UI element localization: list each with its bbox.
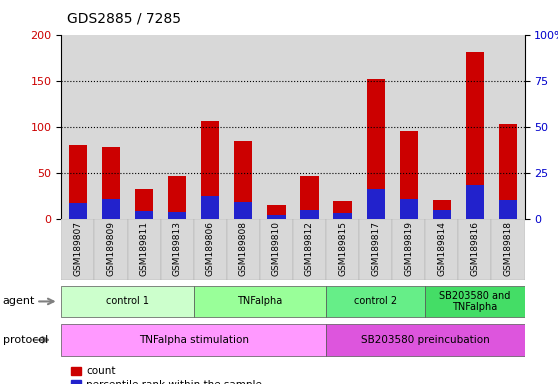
Bar xyxy=(466,185,484,219)
Bar xyxy=(300,175,319,219)
FancyBboxPatch shape xyxy=(227,219,260,280)
Text: agent: agent xyxy=(3,296,35,306)
Bar xyxy=(201,121,219,219)
FancyBboxPatch shape xyxy=(61,219,94,280)
Bar xyxy=(69,145,87,219)
Bar xyxy=(300,210,319,219)
Text: GSM189808: GSM189808 xyxy=(239,221,248,276)
FancyBboxPatch shape xyxy=(194,219,227,280)
Bar xyxy=(432,210,451,219)
Bar xyxy=(432,200,451,219)
Text: GSM189810: GSM189810 xyxy=(272,221,281,276)
Bar xyxy=(326,35,359,219)
Bar xyxy=(458,35,492,219)
FancyBboxPatch shape xyxy=(392,219,425,280)
Bar xyxy=(135,189,153,219)
Bar xyxy=(102,147,120,219)
Bar xyxy=(69,203,87,219)
Text: GSM189814: GSM189814 xyxy=(437,221,446,276)
Bar xyxy=(61,35,94,219)
Bar xyxy=(201,196,219,219)
Bar xyxy=(194,35,227,219)
Bar xyxy=(400,131,418,219)
Bar xyxy=(334,214,352,219)
FancyBboxPatch shape xyxy=(260,219,293,280)
Text: GSM189811: GSM189811 xyxy=(140,221,148,276)
Bar xyxy=(267,215,286,219)
Bar xyxy=(234,202,252,219)
Text: SB203580 and
TNFalpha: SB203580 and TNFalpha xyxy=(439,291,511,312)
Bar xyxy=(168,177,186,219)
FancyBboxPatch shape xyxy=(458,219,492,280)
Bar xyxy=(234,141,252,219)
Bar xyxy=(466,52,484,219)
Text: GSM189807: GSM189807 xyxy=(74,221,83,276)
Text: GSM189813: GSM189813 xyxy=(172,221,182,276)
Text: TNFalpha stimulation: TNFalpha stimulation xyxy=(139,335,249,345)
Bar xyxy=(161,35,194,219)
FancyBboxPatch shape xyxy=(61,324,326,356)
FancyBboxPatch shape xyxy=(94,219,128,280)
FancyBboxPatch shape xyxy=(425,286,525,317)
Bar xyxy=(135,210,153,219)
Text: GSM189818: GSM189818 xyxy=(503,221,512,276)
Legend: count, percentile rank within the sample: count, percentile rank within the sample xyxy=(66,362,266,384)
Text: TNFalpha: TNFalpha xyxy=(237,296,282,306)
FancyBboxPatch shape xyxy=(326,324,525,356)
Text: GSM189817: GSM189817 xyxy=(371,221,380,276)
Bar xyxy=(293,35,326,219)
FancyBboxPatch shape xyxy=(492,219,525,280)
Text: GSM189812: GSM189812 xyxy=(305,221,314,276)
Bar xyxy=(260,35,293,219)
Bar xyxy=(392,35,425,219)
Text: GSM189819: GSM189819 xyxy=(404,221,413,276)
Text: GSM189809: GSM189809 xyxy=(107,221,116,276)
Bar xyxy=(367,189,385,219)
Bar xyxy=(499,200,517,219)
Bar xyxy=(367,79,385,219)
Text: GSM189816: GSM189816 xyxy=(470,221,479,276)
Bar xyxy=(334,201,352,219)
Bar xyxy=(168,212,186,219)
FancyBboxPatch shape xyxy=(194,286,326,317)
FancyBboxPatch shape xyxy=(61,286,194,317)
Text: control 2: control 2 xyxy=(354,296,397,306)
FancyBboxPatch shape xyxy=(128,219,161,280)
FancyBboxPatch shape xyxy=(425,219,458,280)
FancyBboxPatch shape xyxy=(293,219,326,280)
FancyBboxPatch shape xyxy=(326,286,425,317)
FancyBboxPatch shape xyxy=(161,219,194,280)
Text: GDS2885 / 7285: GDS2885 / 7285 xyxy=(67,12,181,25)
Bar xyxy=(492,35,525,219)
Text: GSM189806: GSM189806 xyxy=(206,221,215,276)
Bar xyxy=(359,35,392,219)
Bar xyxy=(425,35,458,219)
Bar xyxy=(267,205,286,219)
Text: GSM189815: GSM189815 xyxy=(338,221,347,276)
Bar xyxy=(94,35,128,219)
Text: control 1: control 1 xyxy=(106,296,149,306)
FancyBboxPatch shape xyxy=(359,219,392,280)
Bar xyxy=(499,124,517,219)
Bar xyxy=(400,199,418,219)
Bar xyxy=(128,35,161,219)
Text: SB203580 preincubation: SB203580 preincubation xyxy=(361,335,490,345)
Bar xyxy=(102,199,120,219)
FancyBboxPatch shape xyxy=(326,219,359,280)
Text: protocol: protocol xyxy=(3,335,48,345)
Bar xyxy=(227,35,260,219)
